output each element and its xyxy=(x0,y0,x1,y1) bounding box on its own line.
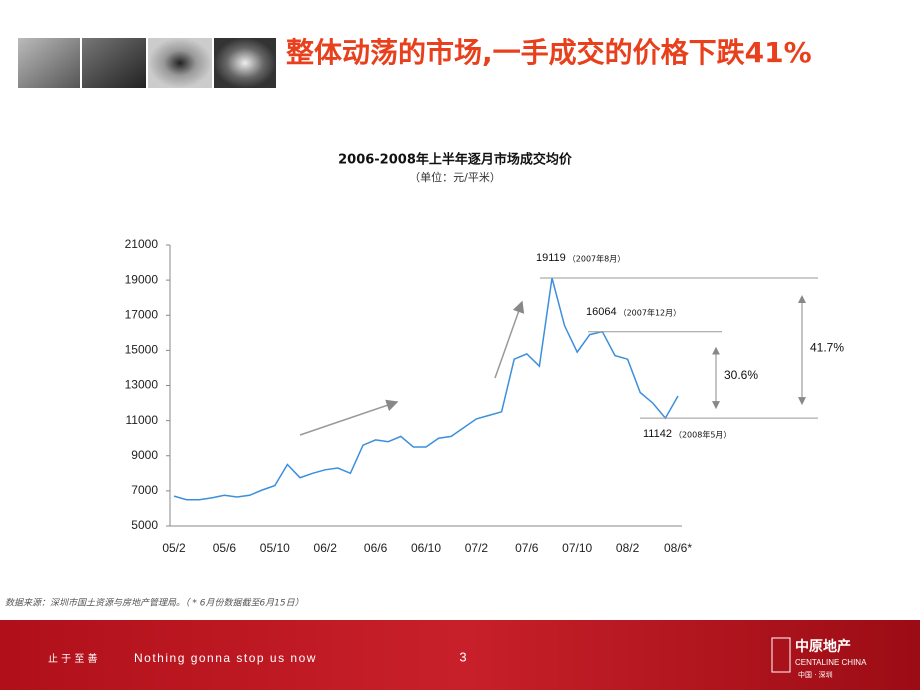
header-image xyxy=(18,38,80,88)
y-tick-label: 15000 xyxy=(125,343,159,357)
header-image xyxy=(214,38,276,88)
footer-band xyxy=(0,620,920,690)
source-note: 数据来源：深圳市国土资源与房地产管理局。（ * 6月份数据截至6月15日） xyxy=(5,598,304,609)
x-tick-label: 05/2 xyxy=(162,541,186,555)
slide-title: 整体动荡的市场,一手成交的价格下跌41% xyxy=(286,36,812,69)
brand-sub: 中国 · 深圳 xyxy=(798,670,833,679)
y-tick-label: 7000 xyxy=(131,483,158,497)
footer-motto: 止 于 至 善 xyxy=(48,652,98,665)
x-tick-label: 05/10 xyxy=(260,541,290,555)
x-tick-label: 06/10 xyxy=(411,541,441,555)
header-image xyxy=(148,38,212,88)
y-tick-label: 5000 xyxy=(131,518,158,532)
annotation-note: （2007年8月） xyxy=(568,254,625,264)
x-tick-label: 06/2 xyxy=(314,541,338,555)
x-tick-label: 08/2 xyxy=(616,541,640,555)
y-tick-label: 19000 xyxy=(125,272,159,286)
annotation-note: （2008年5月） xyxy=(674,430,731,440)
drop-label: 30.6% xyxy=(724,368,758,382)
trend-arrow xyxy=(299,399,399,436)
y-tick-label: 9000 xyxy=(131,448,158,462)
trend-arrow xyxy=(494,300,525,379)
logo-mark xyxy=(771,637,791,673)
x-tick-label: 07/6 xyxy=(515,541,539,555)
annotation-value: 19119 xyxy=(536,252,566,264)
y-tick-label: 11000 xyxy=(126,413,159,427)
annotation-value: 16064 xyxy=(586,306,617,318)
y-tick-label: 21000 xyxy=(125,237,159,251)
x-tick-label: 08/6* xyxy=(664,541,692,555)
y-tick-label: 13000 xyxy=(125,378,159,392)
page-number: 3 xyxy=(459,649,466,664)
annotation-note: （2007年12月） xyxy=(619,308,682,318)
header-image xyxy=(82,38,146,88)
annotation-value: 11142 xyxy=(643,428,672,440)
footer-slogan: Nothing gonna stop us now xyxy=(134,651,317,665)
chart-title: 2006-2008年上半年逐月市场成交均价 xyxy=(338,152,573,168)
x-tick-label: 07/10 xyxy=(562,541,592,555)
brand-en: CENTALINE CHINA xyxy=(795,658,867,667)
price-line xyxy=(173,277,679,501)
y-tick-label: 17000 xyxy=(125,307,159,321)
x-tick-label: 07/2 xyxy=(465,541,489,555)
drop-label: 41.7% xyxy=(810,340,844,354)
brand: 中原地产 xyxy=(795,638,851,655)
x-tick-label: 05/6 xyxy=(213,541,237,555)
x-tick-label: 06/6 xyxy=(364,541,388,555)
chart-subtitle: （单位：元/平米） xyxy=(409,170,501,184)
